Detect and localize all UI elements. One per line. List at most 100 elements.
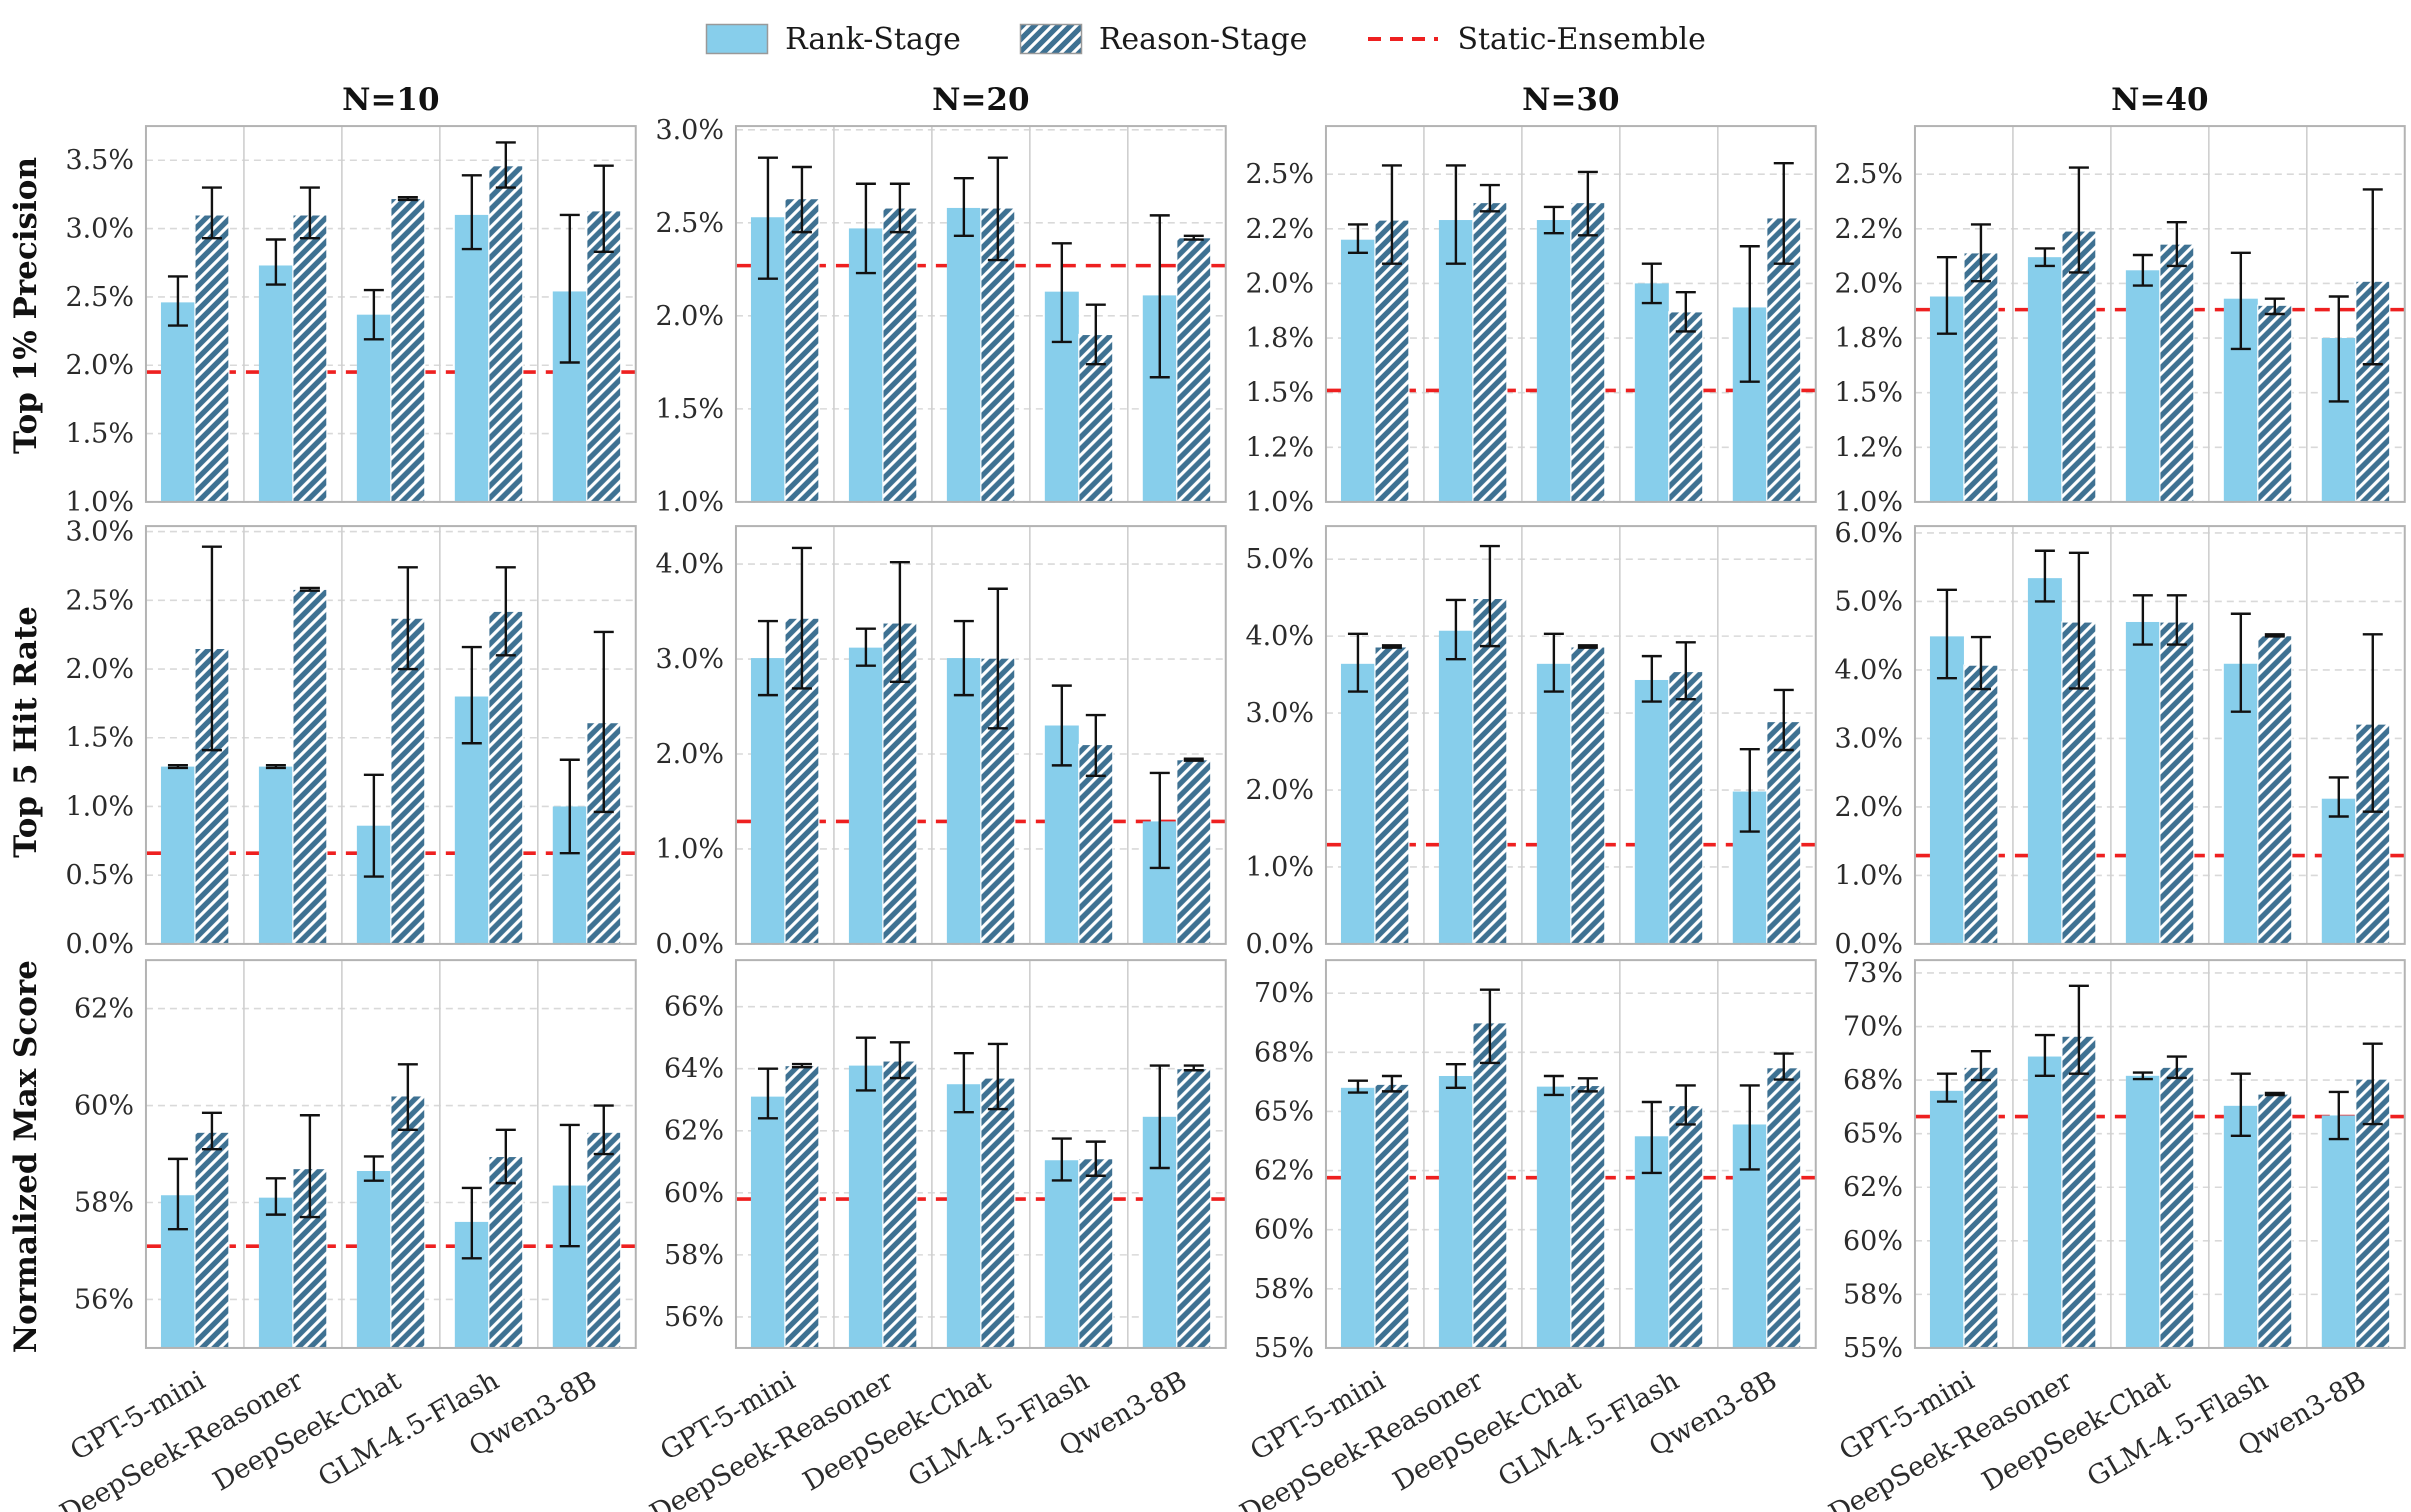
reason-bar-hatch xyxy=(1471,597,1507,945)
rank-bar xyxy=(1634,283,1669,502)
y-tick-label: 2.0% xyxy=(65,350,134,381)
column-title: N=20 xyxy=(932,82,1029,118)
y-tick-label: 58% xyxy=(74,1188,134,1219)
plot-frame xyxy=(734,525,1227,945)
y-tick-label: 56% xyxy=(74,1284,134,1315)
reason-bar-hatch xyxy=(1963,252,1999,503)
reason-bar-hatch xyxy=(586,1131,622,1349)
rank-bar xyxy=(454,214,489,502)
legend-label-reason-stage: Reason-Stage xyxy=(1098,21,1308,57)
reason-bar-hatch xyxy=(1175,759,1212,945)
y-tick-label: 1.8% xyxy=(1835,323,1904,354)
y-tick-label: 58% xyxy=(664,1240,724,1271)
reason-bar-hatch xyxy=(390,197,426,503)
y-tick-label: 1.0% xyxy=(655,487,724,518)
y-tick-label: 3.0% xyxy=(65,517,134,548)
reason-bar-hatch xyxy=(2257,304,2293,503)
rank-bar xyxy=(2126,270,2161,502)
plot-frame xyxy=(1324,959,1817,1349)
y-tick-label: 68% xyxy=(1843,1065,1903,1096)
legend-item-rank-stage: Rank-Stage xyxy=(705,22,961,57)
reason-bar-hatch xyxy=(390,1095,426,1349)
reason-bar-hatch xyxy=(784,198,820,503)
y-tick-label: 2.5% xyxy=(65,585,134,616)
column-title: N=10 xyxy=(342,82,439,118)
reason-bar-hatch xyxy=(2159,621,2195,945)
y-tick-label: 55% xyxy=(1843,1333,1903,1364)
rank-bar xyxy=(160,766,195,944)
y-tick-label: 3.0% xyxy=(655,644,724,675)
legend: Rank-Stage Reason-Stage Static-Ensemble xyxy=(0,0,2411,78)
rank-bar xyxy=(258,766,293,944)
rank-bar xyxy=(160,302,195,502)
reason-bar-hatch xyxy=(1077,743,1114,945)
plot-frame xyxy=(734,959,1227,1349)
reason-bar-hatch xyxy=(2061,1035,2097,1349)
rank-bar xyxy=(2126,621,2161,944)
plot-frame xyxy=(734,125,1227,503)
y-tick-label: 62% xyxy=(1843,1172,1903,1203)
reason-stage-swatch-icon xyxy=(1019,23,1083,55)
y-tick-label: 3.0% xyxy=(1835,723,1904,754)
rank-bar xyxy=(2028,578,2063,944)
rank-bar xyxy=(356,314,391,502)
rank-bar xyxy=(1536,663,1571,944)
subplot-top1pct-precision-n40: 1.0% 1.2% 1.5% 1.8% 2.0% 2.2% 2.5% N=40 xyxy=(1821,78,2411,518)
y-tick-label: 55% xyxy=(1254,1333,1314,1364)
row-label-normalized-max-score: Normalized Max Score xyxy=(8,960,44,1354)
y-tick-label: 6.0% xyxy=(1835,518,1904,549)
subplot-svg: 56%58%60%62%GPT-5-miniDeepSeek-ReasonerD… xyxy=(55,959,637,1512)
subplot-svg: 55%58%60%62%65%68%70%73%GPT-5-miniDeepSe… xyxy=(1824,958,2407,1512)
plot-frame xyxy=(1914,525,2407,945)
rank-bar xyxy=(750,1096,785,1348)
subplot-svg: 1.0% 1.2% 1.5% 1.8% 2.0% 2.2% 2.5% N=40 xyxy=(1835,82,2407,518)
y-tick-label: 0.0% xyxy=(1835,929,1904,960)
rank-bar xyxy=(1438,1075,1473,1348)
rank-bar xyxy=(946,207,981,502)
y-tick-label: 1.0% xyxy=(1835,487,1904,518)
reason-bar-hatch xyxy=(1765,720,1801,945)
subplot-svg: 1.0% 1.5% 2.0% 2.5% 3.0% 3.5% N=10 xyxy=(65,82,637,518)
y-tick-label: 4.0% xyxy=(655,549,724,580)
subplot-normalized-max-score-n10: 56% 58% 60% 62% GPT-5-mini DeepSeek-Reasoner D… xyxy=(52,952,642,1512)
y-tick-label: 66% xyxy=(664,992,724,1023)
y-tick-label: 2.2% xyxy=(1835,214,1904,245)
y-tick-label: 1.8% xyxy=(1245,323,1314,354)
plot-frame xyxy=(1914,125,2407,503)
reason-bar-hatch xyxy=(390,617,426,945)
subplot-top5-hit-rate-n30: 0.0% 1.0% 2.0% 3.0% 4.0% 5.0% xyxy=(1232,512,1822,960)
y-tick-label: 56% xyxy=(664,1302,724,1333)
row-label-top5-hit-rate: Top 5 Hit Rate xyxy=(8,606,44,858)
y-tick-label: 1.0% xyxy=(1245,487,1314,518)
y-tick-label: 1.5% xyxy=(1835,378,1904,409)
subplot-normalized-max-score-n30: 55% 58% 60% 62% 65% 68% 70% GPT-5-mini DeepSeek-… xyxy=(1232,952,1822,1512)
y-tick-label: 64% xyxy=(664,1054,724,1085)
reason-bar-hatch xyxy=(194,214,230,503)
reason-bar-hatch xyxy=(488,1155,524,1349)
reason-bar-hatch xyxy=(1471,201,1507,503)
rank-stage-swatch xyxy=(705,23,769,55)
rank-bar xyxy=(258,1197,293,1348)
reason-bar-hatch xyxy=(1569,646,1605,945)
y-tick-label: 2.5% xyxy=(1245,159,1314,190)
legend-label-static-ensemble: Static-Ensemble xyxy=(1457,21,1706,57)
rank-bar xyxy=(356,1171,391,1348)
rank-bar xyxy=(1340,239,1375,502)
row-label-cell-0: Top 1% Precision xyxy=(0,78,52,512)
y-tick-label: 65% xyxy=(1843,1119,1903,1150)
y-tick-label: 1.5% xyxy=(65,419,134,450)
subplot-svg: 55%58%60%62%65%68%70%GPT-5-miniDeepSeek-… xyxy=(1234,959,1817,1512)
rank-stage-swatch-icon xyxy=(705,23,769,55)
reason-bar-hatch xyxy=(1373,646,1410,945)
row-label-top-1pct-precision: Top 1% Precision xyxy=(8,156,44,454)
subplot-top1pct-precision-n10: 1.0% 1.5% 2.0% 2.5% 3.0% 3.5% N=10 xyxy=(52,78,642,518)
reason-bar-hatch xyxy=(2159,243,2195,503)
column-title: N=40 xyxy=(2111,82,2208,118)
rank-bar xyxy=(2126,1075,2161,1348)
rank-bar xyxy=(258,265,293,502)
rank-bar xyxy=(946,1084,981,1348)
subplot-top5-hit-rate-n20: 0.0% 1.0% 2.0% 3.0% 4.0% xyxy=(642,512,1232,960)
y-tick-label: 70% xyxy=(1254,978,1314,1009)
y-tick-label: 0.0% xyxy=(655,929,724,960)
reason-bar-hatch xyxy=(2159,1066,2195,1349)
